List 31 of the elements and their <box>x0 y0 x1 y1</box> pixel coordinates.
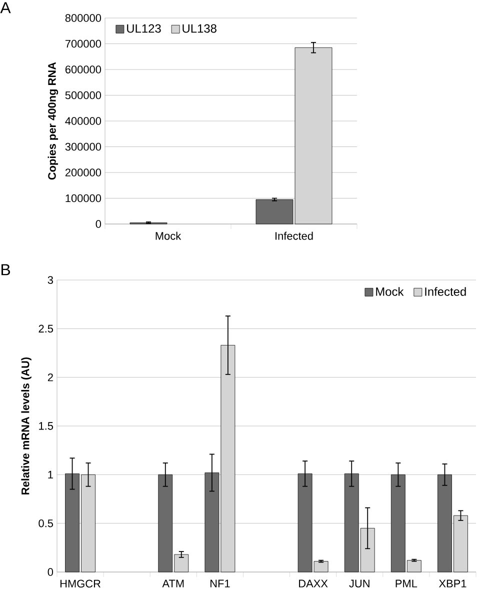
x-tick-label: ATM <box>162 580 184 588</box>
y-tick-label: 800000 <box>65 14 102 22</box>
y-axis-title: Relative mRNA levels (AU) <box>21 357 32 494</box>
y-tick-label: 1 <box>48 470 53 478</box>
legend-label: UL138 <box>182 24 216 33</box>
x-tick-label: XBP1 <box>438 580 466 588</box>
y-tick-label: 600000 <box>65 66 102 74</box>
y-tick-label: 300000 <box>65 142 102 151</box>
legend-label: UL123 <box>127 24 161 33</box>
x-tick-label: DAXX <box>299 580 328 588</box>
y-tick-label: 0.5 <box>38 519 54 528</box>
y-tick-label: 3 <box>48 276 53 284</box>
y-axis-title: Copies per 400ng RNA <box>48 62 58 180</box>
text: B <box>2 264 10 276</box>
text: A <box>0 2 11 14</box>
x-tick-label: HMGCR <box>60 580 100 588</box>
legend-label: Mock <box>376 287 404 296</box>
y-tick-label: 0 <box>96 220 102 228</box>
y-tick-label: 400000 <box>65 117 102 125</box>
y-tick-label: 2 <box>48 374 53 382</box>
y-tick-label: 100000 <box>66 194 102 202</box>
y-tick-label: 700000 <box>65 40 102 48</box>
x-tick-label: NF1 <box>210 580 230 588</box>
y-tick-label: 500000 <box>65 91 102 100</box>
y-tick-label: 200000 <box>65 168 102 176</box>
x-tick-label: PML <box>396 580 418 588</box>
y-tick-label: 2.5 <box>38 324 54 333</box>
x-tick-label: JUN <box>349 580 370 588</box>
y-tick-label: 1.5 <box>39 422 54 430</box>
y-tick-label: 0 <box>48 568 54 576</box>
legend-label: Infected <box>425 287 466 296</box>
